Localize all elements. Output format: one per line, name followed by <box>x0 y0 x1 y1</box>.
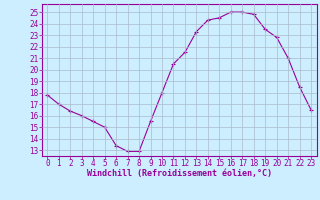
X-axis label: Windchill (Refroidissement éolien,°C): Windchill (Refroidissement éolien,°C) <box>87 169 272 178</box>
